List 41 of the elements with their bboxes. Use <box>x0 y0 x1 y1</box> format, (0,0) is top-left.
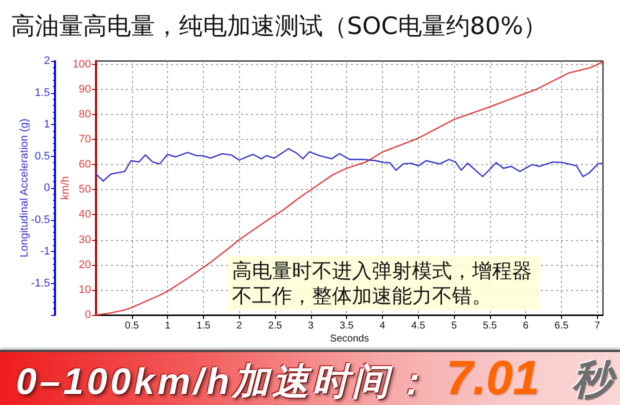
y2-tick-label: 1.5 <box>34 86 50 99</box>
x-tick-label: 5 <box>451 320 458 332</box>
y2-tick-label: -1.5 <box>31 277 50 290</box>
x-tick-label: 4.5 <box>411 320 426 332</box>
y2-tick-label: -0.5 <box>31 214 50 226</box>
y2-tick-label: 0 <box>44 182 50 194</box>
y-tick-label: 30 <box>78 234 91 246</box>
y-tick-label: 80 <box>78 108 91 120</box>
y-tick-label: 100 <box>72 58 91 70</box>
y-axis-title: km/h <box>60 176 72 200</box>
x-tick-label: 2.5 <box>268 320 282 332</box>
x-tick-label: 3.5 <box>340 320 354 332</box>
x-tick-label: 4 <box>380 320 386 332</box>
y-tick-label: 20 <box>78 258 91 271</box>
y2-tick-label: 2 <box>44 55 50 67</box>
x-tick-label: 1.5 <box>196 320 211 332</box>
x-tick-label: 5.5 <box>482 320 498 332</box>
x-tick-label: 7 <box>594 320 600 332</box>
y-tick-label: 50 <box>78 184 91 196</box>
y-tick-label: 70 <box>78 133 91 146</box>
x-tick-label: 6 <box>522 320 529 332</box>
x-tick-label: 2 <box>236 320 242 332</box>
x-tick-label: 3 <box>308 320 314 332</box>
annotation: 高电量时不进入弹射模式，增程器不工作，整体加速能力不错。 <box>232 258 532 308</box>
banner: 0–100km/h加速时间： 7.01 秒 <box>0 350 620 405</box>
y2-tick-label: -1 <box>40 246 50 258</box>
y-tick-label: 90 <box>78 83 91 96</box>
y-tick-label: 60 <box>78 158 91 171</box>
y2-tick-label: 0.5 <box>34 150 50 162</box>
y-tick-label: 0 <box>84 309 91 321</box>
line-series <box>95 61 604 316</box>
y2-tick-label: 1 <box>44 118 50 130</box>
x-tick-label: 0.5 <box>124 320 140 332</box>
y2-axis-title: Longitudinal Acceleration (g) <box>18 118 30 258</box>
x-axis-title: Seconds <box>330 334 369 344</box>
x-tick-label: 1 <box>164 320 171 332</box>
y-tick-label: 10 <box>78 284 91 296</box>
chart-title: 高油量高电量，纯电加速测试（SOC电量约80%） <box>11 12 548 40</box>
x-tick-label: 6.5 <box>554 320 569 332</box>
y-tick-label: 40 <box>78 208 91 221</box>
line-series <box>95 148 604 182</box>
